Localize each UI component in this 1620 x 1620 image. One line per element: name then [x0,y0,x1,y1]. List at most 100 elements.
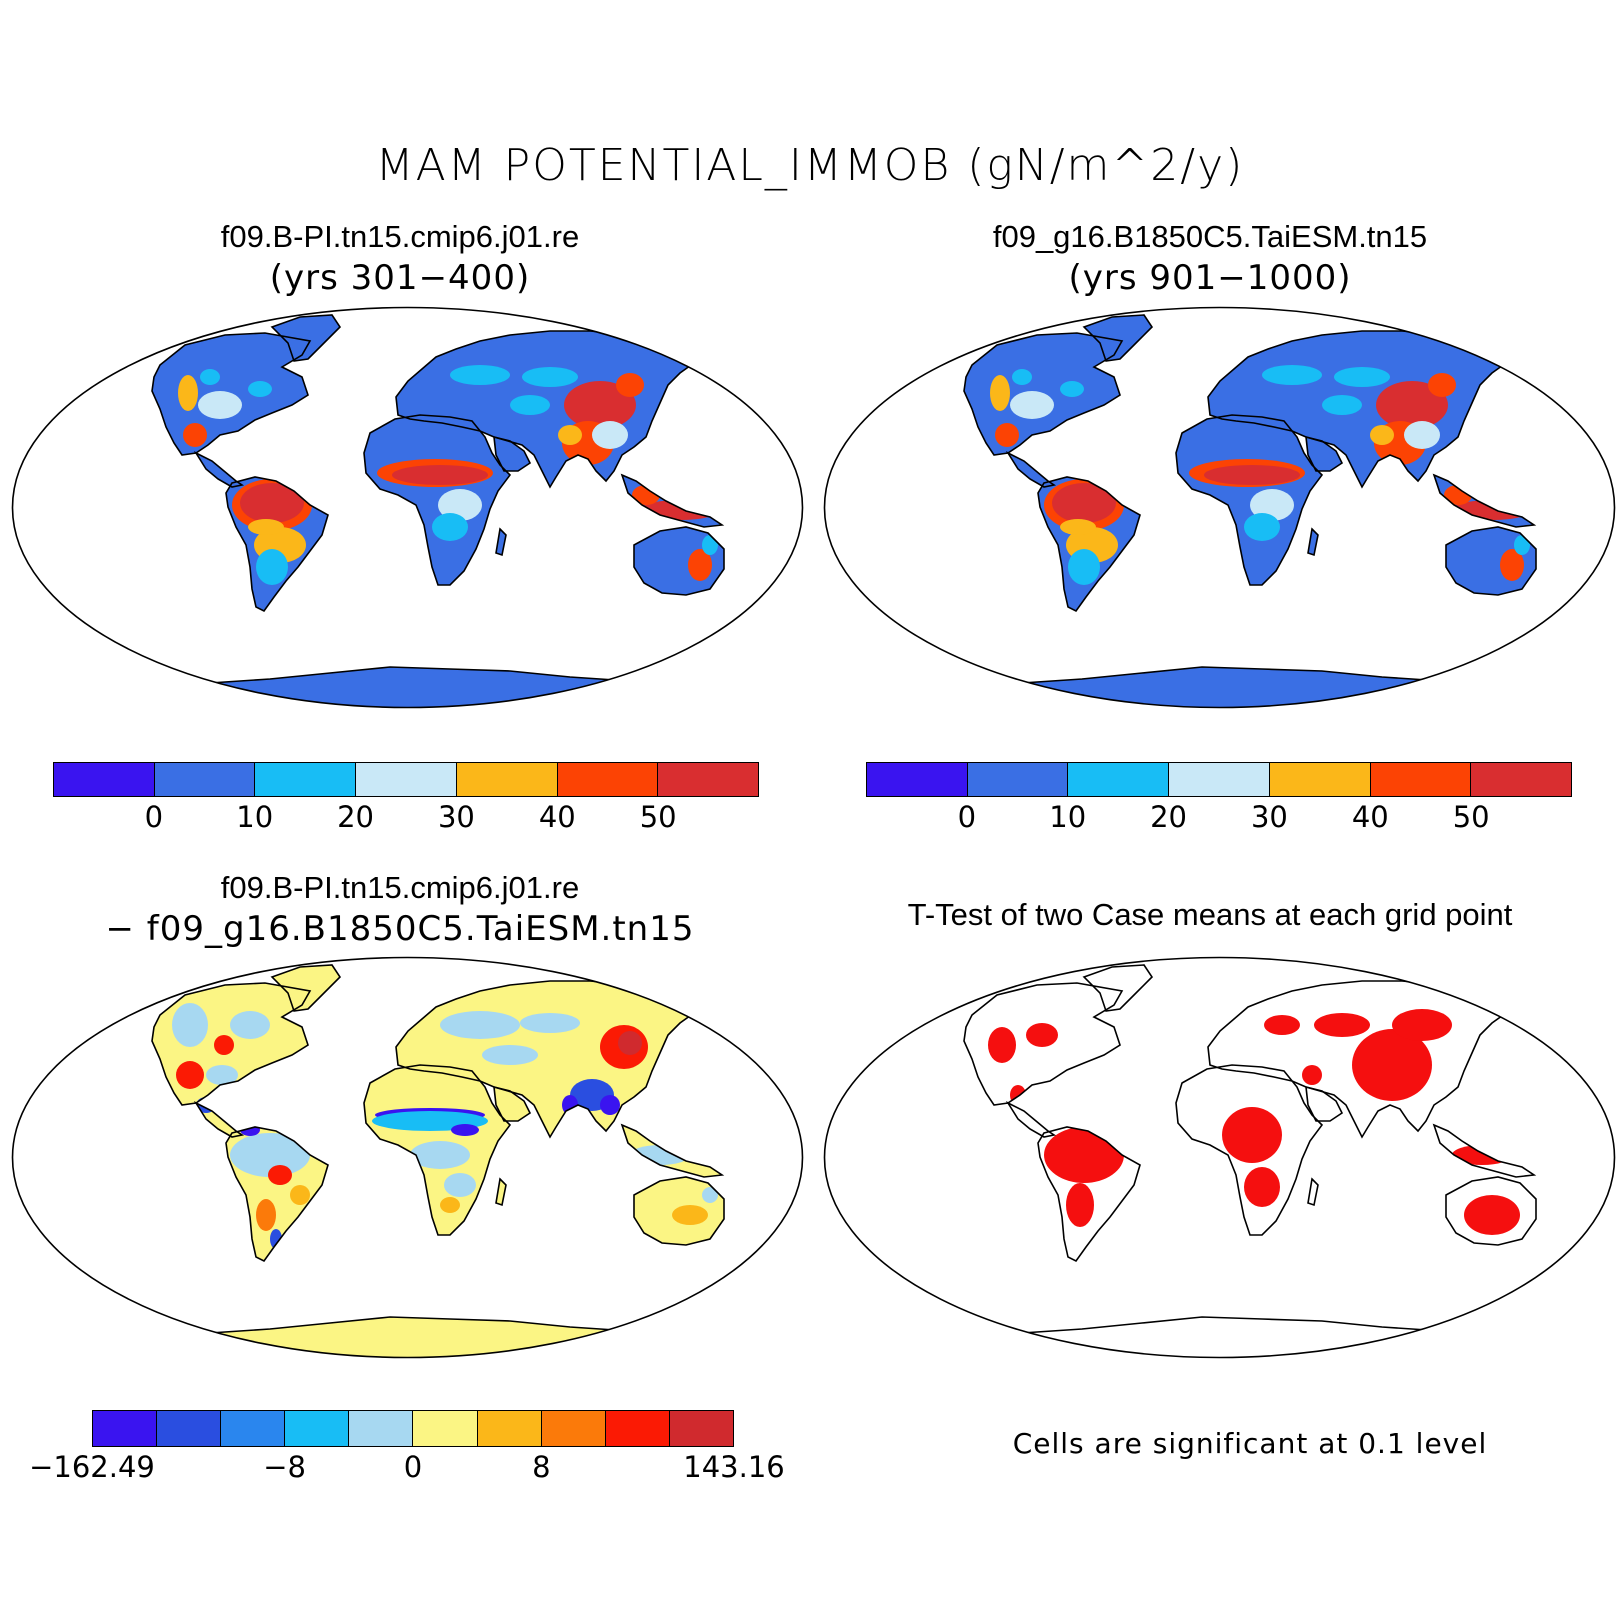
map-top-right [823,306,1616,709]
coastline-antarctica [961,666,1475,708]
field-region [558,425,582,445]
field-region [1244,513,1280,541]
coastline-australia [633,1176,725,1246]
panel-years: (yrs 901−1000) [1068,258,1352,298]
field-region [1012,369,1032,385]
field-region [1044,1127,1124,1183]
colorbar-ticks-top-right: 0 10 20 30 40 50 [866,800,1572,840]
colorbar-swatch [154,763,256,796]
field-region [214,1035,234,1055]
field-region [230,1011,270,1039]
coastline-central [1005,1101,1057,1138]
panel-title-top-left: f09.B-PI.tn15.cmip6.j01.re (yrs 301−400) [0,217,800,299]
coastline-arabia [493,1085,532,1122]
coastline-arabia [1305,1085,1344,1122]
field-region [995,423,1019,447]
field-region [1370,425,1394,445]
field-region [702,1187,718,1203]
colorbar-swatch [477,1411,542,1446]
field-region [444,1173,476,1197]
colorbar-top-left [53,762,759,797]
colorbar-swatch [1169,763,1270,796]
field-region [1052,483,1116,523]
coastline-antarctica [961,1316,1475,1358]
colorbar-top-right [866,762,1572,797]
coastline-samerica [1037,476,1141,613]
map-top-left [11,306,804,709]
panel-title-top-right: f09_g16.B1850C5.TaiESM.tn15 (yrs 901−100… [810,217,1610,299]
coastline-antarctica [149,666,663,708]
field-region [1464,1195,1520,1235]
field-region [616,373,644,397]
coastline-arabia [1305,435,1344,472]
coastline-namerica [151,332,312,456]
field-region [178,375,198,411]
colorbar-swatch [255,763,357,796]
coastline-namerica [963,982,1124,1106]
map-border [11,956,804,1359]
field-region [990,375,1010,411]
coastline-central [193,451,245,488]
colorbar-tick-label: 40 [538,800,576,834]
colorbar-ticks-bottom-left: −162.49 −8 0 8 143.16 [29,1450,785,1490]
coastline-indonesia [1432,1123,1537,1178]
field-region [256,549,288,585]
colorbar-tick-label: 10 [1049,800,1087,834]
colorbar-swatch [1370,763,1472,796]
field-region [1500,549,1524,581]
field-region [392,465,488,485]
colorbar-tick-label: 20 [337,800,375,834]
coastline-madagascar [495,1177,507,1207]
panel-title-bottom-right: T-Test of two Case means at each grid po… [907,897,1513,932]
colorbar-tick-label: 30 [437,800,475,834]
field-region [564,381,636,429]
field-region [1322,395,1362,415]
colorbar-tick-label: 40 [1351,800,1389,834]
field-region [1204,465,1300,485]
colorbar-tick-label: 0 [144,800,164,834]
colorbar-swatch [658,763,759,796]
field-region [432,513,468,541]
coastline-greenland [1082,314,1154,362]
field-region [600,1095,620,1115]
field-region [522,367,578,387]
colorbar-swatch [557,763,659,796]
field-region [1244,1167,1280,1207]
colorbar-swatch [1471,763,1572,796]
map-bottom-left [11,956,804,1359]
colorbar-swatch [221,1411,286,1446]
colorbar-swatch [669,1411,733,1446]
field-region [1060,519,1096,535]
coastline-namerica [151,982,312,1106]
field-region [198,391,242,419]
coastline-samerica [1037,1126,1141,1263]
coastline-central [1005,451,1057,488]
field-region [1250,489,1294,521]
colorbar-tick-label: 10 [236,800,274,834]
colorbar-swatch [285,1411,350,1446]
colorbar-swatch [867,763,968,796]
field-region [240,483,304,523]
field-region [1026,1023,1058,1047]
field-region [1264,1015,1300,1035]
coastline-africa [363,414,512,586]
field-region [290,1185,310,1205]
field-region [268,1165,292,1185]
coastline-indonesia [1432,473,1537,528]
field-region [230,1133,310,1177]
field-region [1404,421,1440,449]
figure-title: MAM POTENTIAL_IMMOB (gN/m^2/y) [375,140,1245,191]
field-region [183,423,207,447]
colorbar-tick-label: −8 [263,1450,306,1484]
field-region [520,1013,580,1033]
field-region [256,1199,276,1231]
colorbar-bottom-left [92,1410,734,1447]
field-region [1428,373,1456,397]
coastline-antarctica [149,1316,663,1358]
field-region [172,1003,208,1047]
field-region [592,421,628,449]
colorbar-swatch [54,763,155,796]
coastline-greenland [270,964,342,1012]
coastline-madagascar [1307,1177,1319,1207]
map-border [823,956,1616,1359]
